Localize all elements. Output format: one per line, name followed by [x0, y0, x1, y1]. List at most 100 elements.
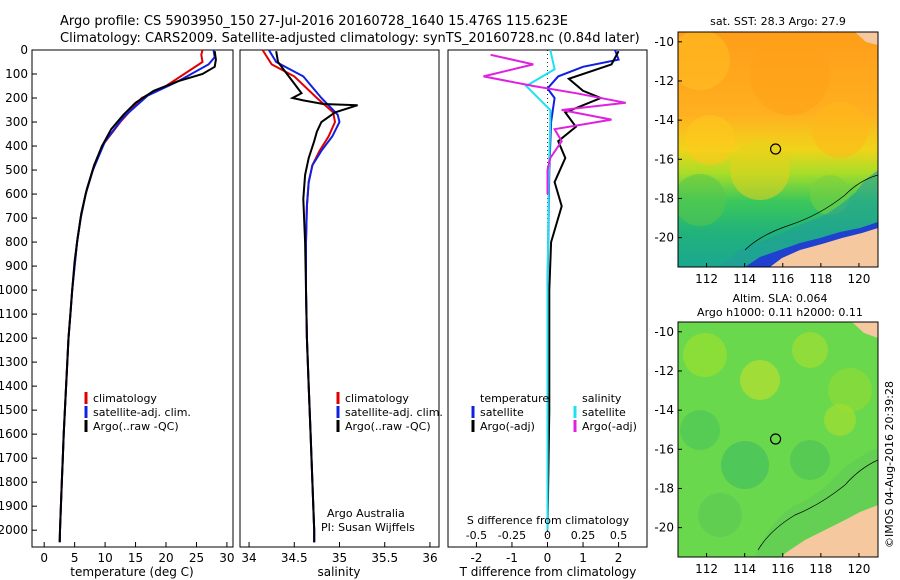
s-diff-tick-label: -0.25: [498, 529, 526, 542]
depth-tick-label: 1900: [0, 499, 28, 513]
sla-lat-label: -12: [654, 364, 674, 378]
sst-lon-label: 112: [695, 272, 718, 286]
sal-xtick-label: 35.5: [371, 551, 398, 565]
sal-series-2: [275, 51, 358, 543]
sla-texture: [698, 493, 742, 537]
sst-texture: [812, 102, 868, 158]
sla-texture: [680, 410, 720, 450]
sst-texture: [678, 174, 726, 226]
sal-series-0: [261, 49, 337, 543]
sst-lon-label: 118: [809, 272, 832, 286]
temp-xtick-label: 25: [189, 551, 204, 565]
sst-lon-label: 116: [771, 272, 794, 286]
sla-lon-label: 112: [695, 562, 718, 576]
difference-panel: -2 -1 0 1 2 -0.5 -0.25 0 0.25 0.5 T difference f…: [447, 49, 648, 579]
sla-texture: [721, 441, 769, 489]
sal-xtick-label: 34: [241, 551, 256, 565]
sal-legend-argo: Argo(..raw -QC): [345, 420, 431, 433]
diff-legend-temp-title: temperature: [480, 392, 549, 405]
temp-series-1: [58, 49, 216, 543]
depth-tick-label: 1000: [0, 283, 28, 297]
sla-lat-label: -14: [654, 403, 674, 417]
temperature-xlabel: temperature (deg C): [70, 565, 193, 579]
depth-tick-label: 1300: [0, 355, 28, 369]
t-diff-xtick-label: -2: [470, 551, 482, 565]
depth-tick-label: 200: [5, 91, 28, 105]
sla-texture: [790, 440, 830, 480]
depth-tick-label: 1500: [0, 403, 28, 417]
t-diff-xtick-label: -1: [506, 551, 518, 565]
sla-lon-label: 118: [809, 562, 832, 576]
sst-texture: [678, 32, 730, 90]
sst-lat-label: -12: [654, 74, 674, 88]
depth-tick-label: 900: [5, 259, 28, 273]
temp-xtick-label: 20: [158, 551, 173, 565]
diff-series-2: [524, 49, 556, 531]
difference-legend: temperature satellite Argo(-adj) salinit…: [471, 392, 637, 433]
temp-series-2: [58, 51, 217, 543]
depth-tick-label: 600: [5, 187, 28, 201]
s-diff-tick-label: -0.5: [466, 529, 487, 542]
sla-lat-label: -10: [654, 325, 674, 339]
sla-texture: [792, 332, 828, 368]
sla-texture: [828, 368, 872, 412]
sst-map-title: sat. SST: 28.3 Argo: 27.9: [710, 15, 846, 28]
sst-texture: [730, 140, 790, 200]
sal-xtick-label: 36: [422, 551, 437, 565]
salinity-xlabel: salinity: [317, 565, 360, 579]
sla-texture: [683, 333, 727, 377]
t-diff-xtick-label: 0: [544, 551, 552, 565]
legend-climatology: climatology: [93, 392, 157, 405]
sal-legend-climatology: climatology: [345, 392, 409, 405]
sst-texture: [750, 35, 830, 115]
sla-lat-label: -20: [654, 521, 674, 535]
temperature-legend: climatology satellite-adj. clim. Argo(..…: [84, 392, 191, 433]
depth-tick-label: 300: [5, 115, 28, 129]
t-diff-xtick-label: 1: [579, 551, 587, 565]
depth-tick-label: 400: [5, 139, 28, 153]
sal-xtick-label: 34.5: [281, 551, 308, 565]
imos-credit: ©IMOS 04-Aug-2016 20:39:28: [883, 381, 896, 548]
legend-argo: Argo(..raw -QC): [93, 420, 179, 433]
legend-satellite: satellite-adj. clim.: [93, 406, 191, 419]
sst-lat-label: -16: [654, 152, 674, 166]
depth-tick-label: 0: [20, 43, 28, 57]
depth-tick-label: 1700: [0, 451, 28, 465]
temp-xtick-label: 10: [97, 551, 112, 565]
sla-map-subtitle: Argo h1000: 0.11 h2000: 0.11: [697, 306, 863, 319]
salinity-panel: 34 34.5 35 35.5 36 salinity climatology sate…: [239, 49, 443, 579]
s-diff-xlabel: S difference from climatology: [467, 514, 630, 527]
sal-xtick-label: 35: [332, 551, 347, 565]
diff-legend-temp-satellite: satellite: [480, 406, 524, 419]
t-diff-xtick-label: 2: [615, 551, 623, 565]
sst-map: sat. SST: 28.3 Argo: 27.9: [654, 15, 879, 286]
depth-tick-label: 2000: [0, 523, 28, 537]
sla-lat-label: -16: [654, 442, 674, 456]
temp-xtick-label: 30: [219, 551, 234, 565]
sla-lat-label: -18: [654, 481, 674, 495]
t-diff-xlabel: T difference from climatology: [459, 565, 637, 579]
sst-lat-label: -10: [654, 35, 674, 49]
depth-tick-label: 1400: [0, 379, 28, 393]
sst-lon-label: 114: [733, 272, 756, 286]
sla-map-title: Altim. SLA: 0.064: [732, 292, 827, 305]
depth-tick-label: 1600: [0, 427, 28, 441]
sal-series-1: [268, 49, 341, 543]
diff-series-0: [546, 49, 620, 531]
salinity-legend: climatology satellite-adj. clim. Argo(..…: [336, 392, 443, 433]
depth-tick-label: 1200: [0, 331, 28, 345]
diff-legend-sal-argo: Argo(-adj): [582, 420, 637, 433]
annotation-line-1: Argo Australia: [327, 507, 405, 520]
depth-tick-label: 800: [5, 235, 28, 249]
sla-lon-label: 120: [847, 562, 870, 576]
sst-texture: [685, 115, 735, 165]
sst-lat-label: -18: [654, 191, 674, 205]
temp-xtick-label: 5: [71, 551, 79, 565]
depth-tick-label: 100: [5, 67, 28, 81]
s-diff-tick-label: 0.25: [571, 529, 596, 542]
diff-legend-sal-title: salinity: [582, 392, 622, 405]
annotation-line-2: PI: Susan Wijffels: [321, 521, 415, 534]
diff-series-1: [546, 50, 620, 531]
diff-legend-temp-argo: Argo(-adj): [480, 420, 535, 433]
